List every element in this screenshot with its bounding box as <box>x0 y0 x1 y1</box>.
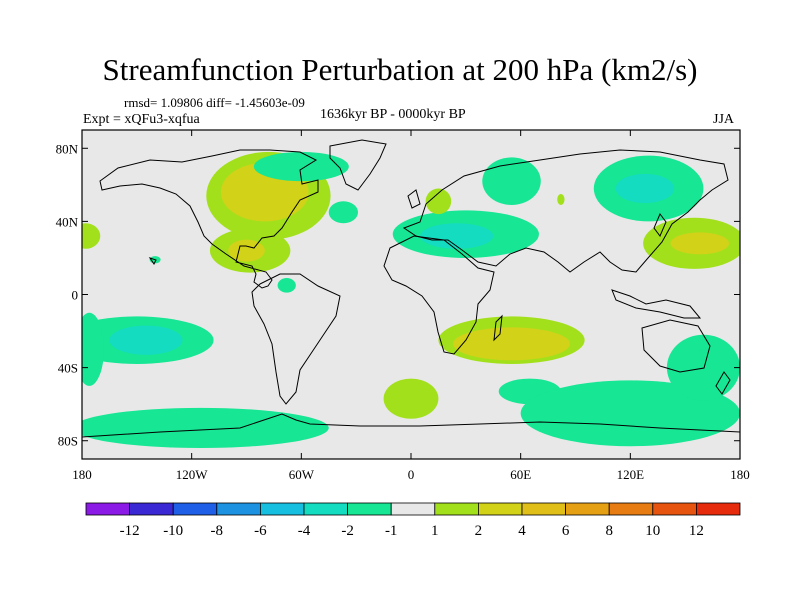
legend-bin-0 <box>85 502 130 516</box>
field-region-19 <box>109 325 183 355</box>
coastline-africa <box>383 235 495 355</box>
legend-label-3: -6 <box>254 523 267 539</box>
experiment-label: Expt = xQFu3-xqfua <box>83 112 200 127</box>
y-tick-label-0: 80N <box>56 141 79 156</box>
legend-label-1: -10 <box>163 523 183 539</box>
legend-bin-3 <box>216 502 261 516</box>
legend-bin-14 <box>696 502 741 516</box>
coastline-antarctica <box>82 413 740 438</box>
field-region-13 <box>557 193 565 205</box>
plot-title: Streamfunction Perturbation at 200 hPa (… <box>102 52 698 87</box>
field-region-5 <box>328 201 358 224</box>
coastline-new-zealand <box>715 371 731 395</box>
legend-bin-1 <box>129 502 174 516</box>
legend-bin-6 <box>347 502 392 516</box>
y-tick-label-1: 40N <box>56 214 79 229</box>
legend-label-12: 10 <box>645 523 660 539</box>
legend-bin-8 <box>434 502 479 516</box>
legend-label-8: 2 <box>475 523 483 539</box>
field-region-10 <box>420 223 494 249</box>
time-range-subtitle: 1636kyr BP - 0000kyr BP <box>320 107 466 122</box>
field-region-3 <box>228 239 265 262</box>
coastline-british-isles <box>407 189 421 209</box>
x-tick-label-3: 0 <box>408 467 415 482</box>
legend-bin-11 <box>565 502 610 516</box>
legend-label-5: -2 <box>341 523 354 539</box>
legend-bin-7 <box>390 502 436 516</box>
field-region-7 <box>277 278 296 293</box>
field-region-12 <box>425 188 452 215</box>
legend-label-4: -4 <box>298 523 311 539</box>
coastline-hawaii <box>148 257 157 265</box>
legend-bin-9 <box>477 502 523 516</box>
field-region-4 <box>253 151 349 182</box>
x-tick-label-4: 60E <box>510 467 531 482</box>
rmsd-stats: rmsd= 1.09806 diff= -1.45603e-09 <box>124 95 305 110</box>
field-layer <box>82 151 740 449</box>
x-tick-label-0: 180 <box>72 467 92 482</box>
field-region-23 <box>453 327 571 361</box>
legend-bin-13 <box>652 502 697 516</box>
x-tick-label-5: 120E <box>617 467 645 482</box>
legend-label-0: -12 <box>120 523 140 539</box>
legend-label-7: 1 <box>431 523 439 539</box>
legend-label-6: -1 <box>385 523 398 539</box>
season-label: JJA <box>713 112 735 127</box>
coastline-madagascar <box>493 314 503 342</box>
coastline-eurasia <box>402 149 729 273</box>
field-region-17 <box>670 232 730 255</box>
legend-bin-4 <box>259 502 305 516</box>
legend-bin-12 <box>608 502 654 516</box>
coastline-australia <box>641 319 711 373</box>
legend-label-2: -8 <box>211 523 224 539</box>
y-tick-label-3: 40S <box>58 361 78 376</box>
legend-bin-2 <box>172 502 218 516</box>
legend-bin-5 <box>303 502 348 516</box>
x-tick-label-1: 120W <box>176 467 209 482</box>
legend-label-9: 4 <box>518 523 526 539</box>
coastline-south-america <box>251 273 341 405</box>
x-axis: 180 120W 60W 0 60E 120E 180 <box>72 130 750 482</box>
y-tick-label-4: 80S <box>58 434 78 449</box>
field-region-20 <box>82 312 104 386</box>
coastline-greenland <box>329 139 387 191</box>
y-axis: 80N 40N 0 40S 80S <box>56 141 740 449</box>
legend-bin-10 <box>521 502 566 516</box>
color-legend: -12 -10 -8 -6 -4 -2 -1 1 2 4 6 8 10 12 <box>85 502 741 539</box>
field-region-21 <box>82 407 329 449</box>
coastline-north-america <box>99 149 319 289</box>
legend-label-11: 8 <box>605 523 613 539</box>
field-region-11 <box>482 157 541 205</box>
x-tick-label-6: 180 <box>730 467 750 482</box>
coastline-japan <box>653 213 667 237</box>
field-region-28 <box>697 349 709 361</box>
field-region-6 <box>82 223 101 249</box>
field-region-24 <box>383 378 439 419</box>
y-tick-label-2: 0 <box>72 288 79 303</box>
legend-label-10: 6 <box>562 523 570 539</box>
legend-label-13: 12 <box>689 523 704 539</box>
coastlines <box>82 139 740 438</box>
field-region-15 <box>615 173 675 204</box>
coastline-maritime-continent <box>611 289 702 319</box>
x-tick-label-2: 60W <box>289 467 315 482</box>
